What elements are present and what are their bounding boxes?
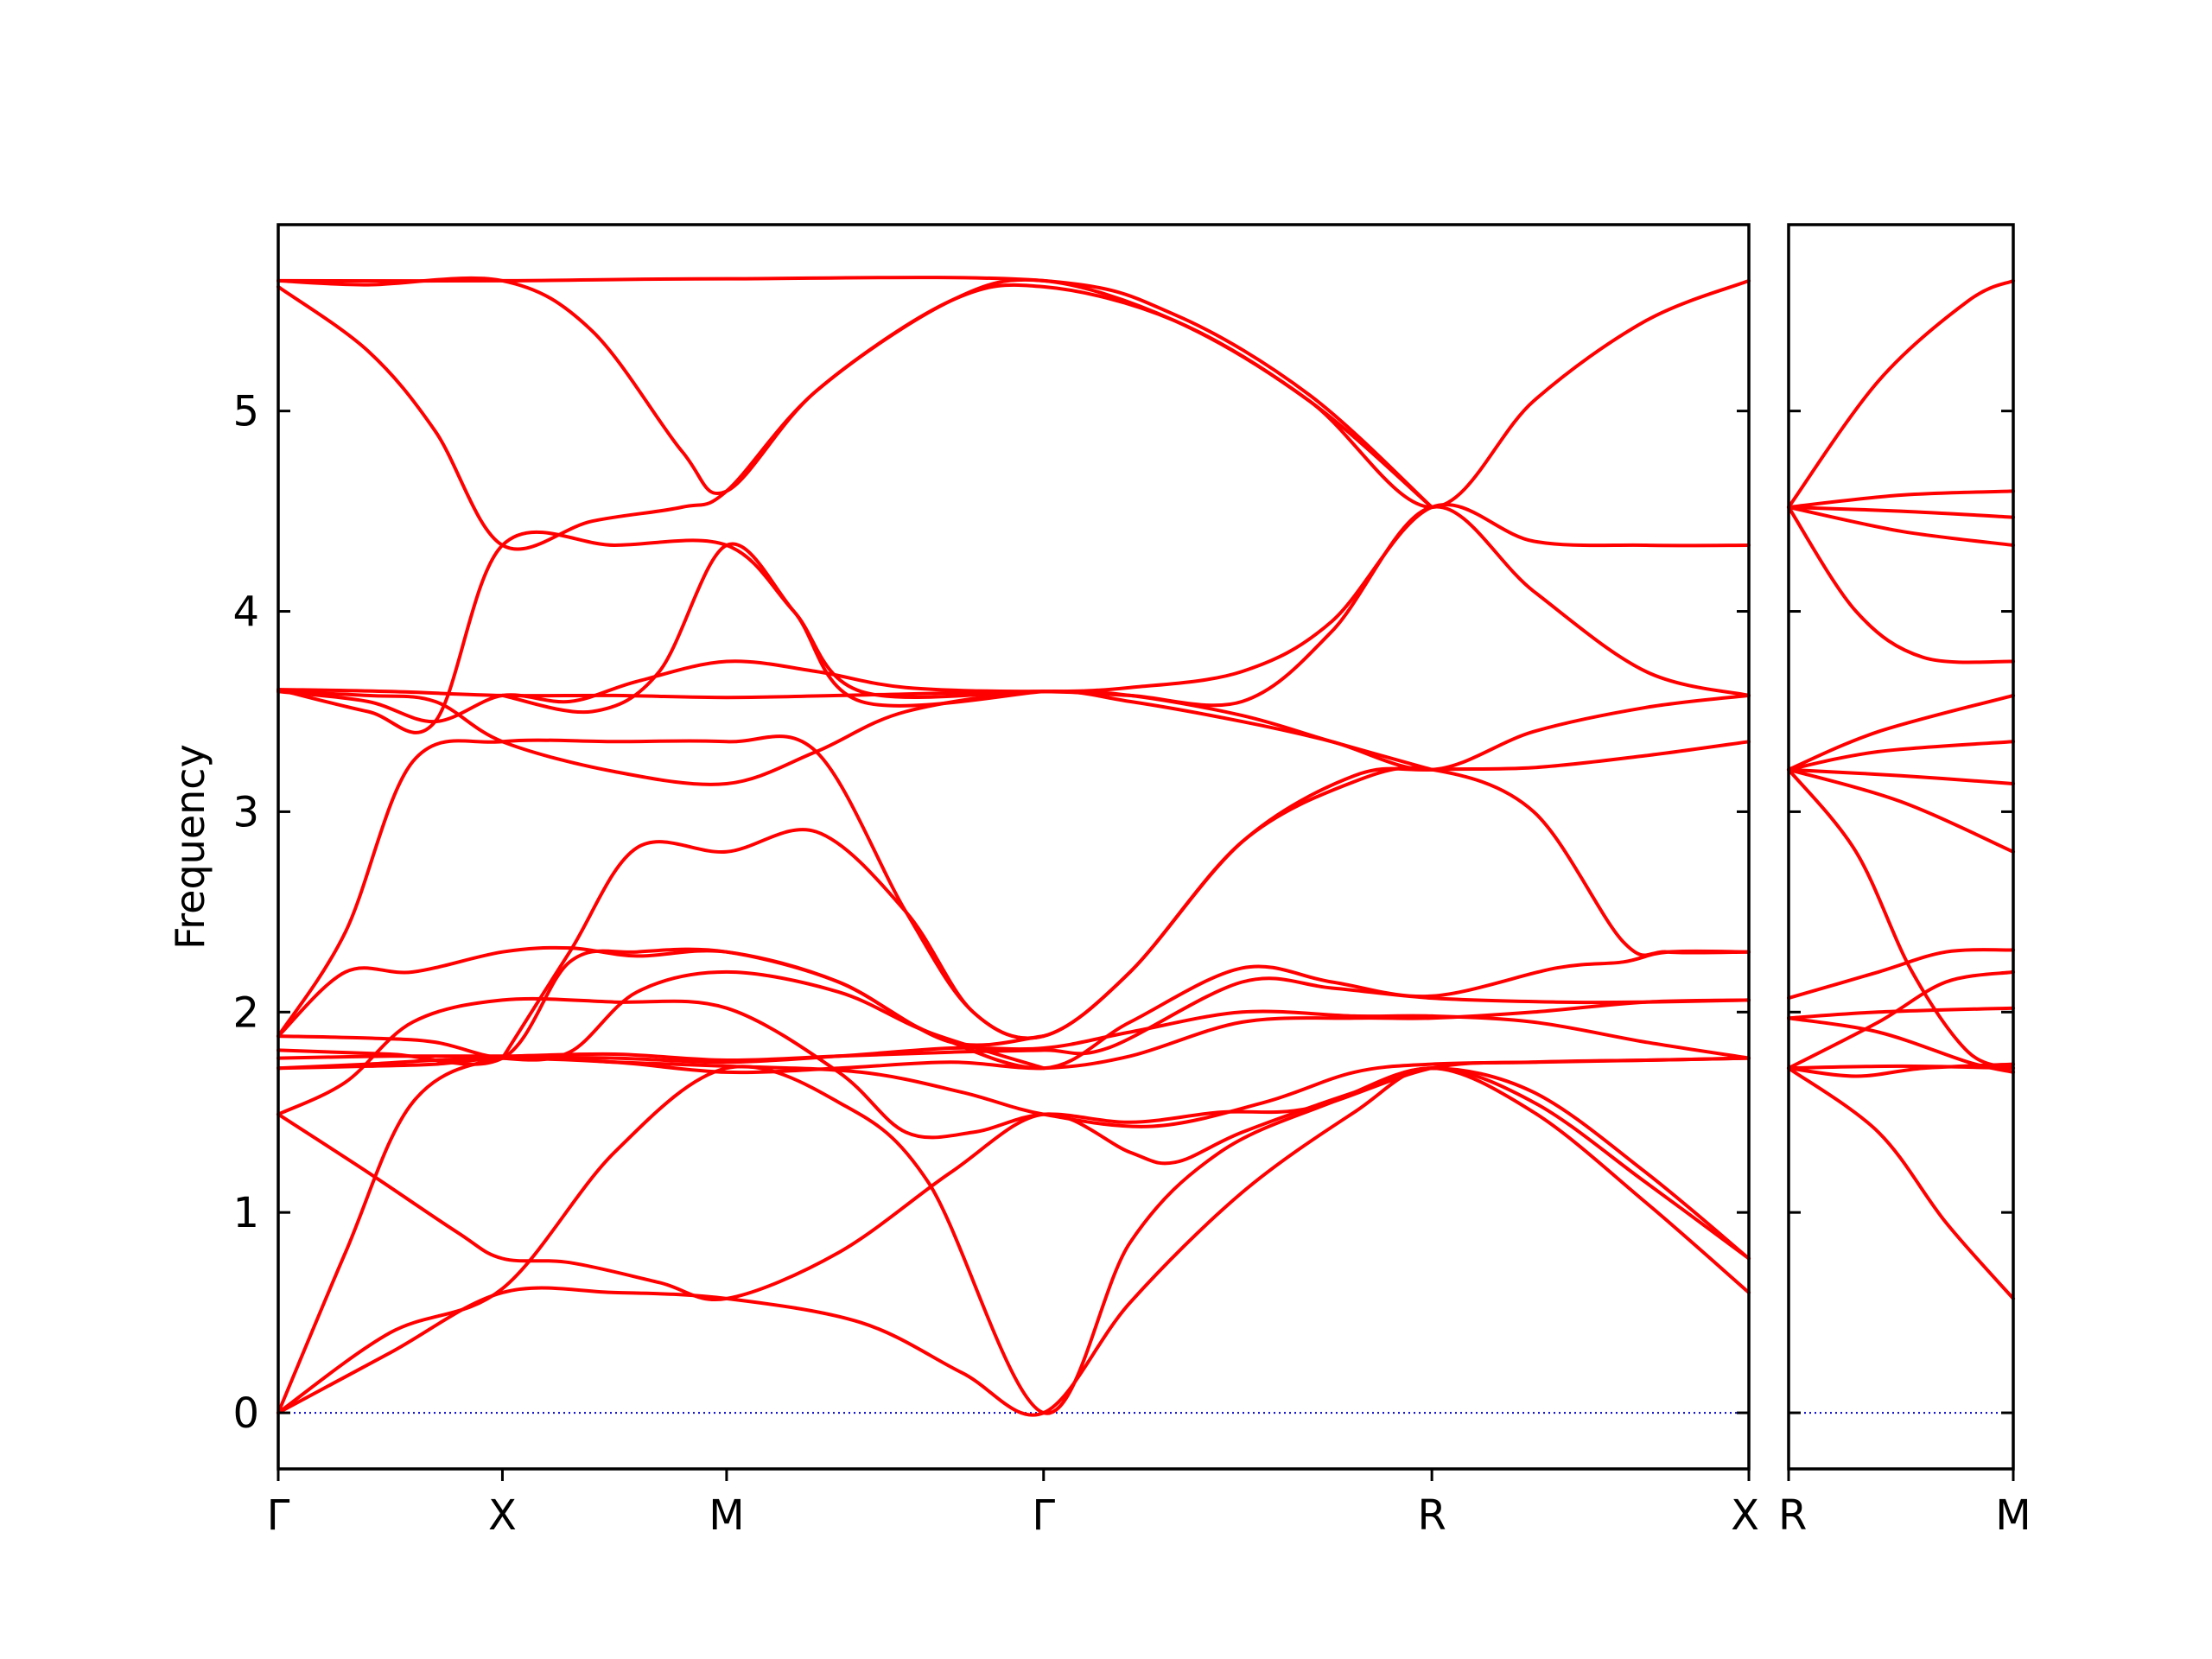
y-axis-label: Frequency	[167, 744, 213, 950]
band-line-8	[276, 976, 1751, 1063]
band-line-4	[1787, 1006, 2015, 1020]
band-line-9	[1787, 767, 2015, 854]
band-line-12	[276, 734, 1751, 1040]
band-line-16	[1787, 489, 2015, 509]
x-tick-label: M	[709, 1491, 744, 1540]
band-line-5	[1787, 1016, 2015, 1074]
x-tick-label: M	[1995, 1491, 2031, 1540]
x-tick-label: X	[488, 1491, 517, 1540]
y-tick-label: 1	[232, 1189, 259, 1237]
band-line-15	[1787, 505, 2015, 519]
band-line-10	[276, 969, 1046, 1071]
band-line-7	[276, 1009, 1751, 1071]
band-line-21	[276, 276, 1434, 509]
band-line-11	[1787, 740, 2015, 772]
main-panel: 0 1 2 3 4 5 Γ X M Γ R X	[232, 223, 1759, 1540]
x-tick-label: R	[1778, 1491, 1807, 1540]
band-line-9	[276, 947, 1751, 1071]
x-tick-label: Γ	[267, 1491, 290, 1540]
band-line-13	[500, 740, 1751, 1060]
band-line-19	[276, 278, 1751, 551]
x-tick-label: X	[1731, 1491, 1759, 1540]
band-line-12	[1787, 693, 2015, 772]
y-tick-label: 0	[232, 1389, 259, 1438]
band-line-15	[276, 690, 1751, 786]
plot-frame	[276, 223, 1751, 1471]
band-line-14	[1787, 505, 2015, 547]
band-line-11	[276, 945, 1046, 1047]
plot-frame	[1787, 223, 2015, 1471]
band-line-4	[276, 1066, 1751, 1301]
band-line-7	[1787, 969, 2015, 1071]
band-line-20	[276, 276, 1434, 509]
band-line-5	[276, 996, 1751, 1140]
x-tick-label: R	[1417, 1491, 1446, 1540]
band-line-18	[500, 542, 1046, 715]
band-line-1	[276, 1066, 1751, 1417]
band-line-13	[1787, 505, 2015, 664]
y-tick-label: 5	[232, 388, 259, 436]
x-tick-label: Γ	[1032, 1491, 1055, 1540]
band-line-8	[1787, 767, 2015, 1071]
band-line-14	[276, 502, 1751, 724]
y-tick-label: 4	[232, 588, 259, 637]
band-line-17	[1787, 278, 2015, 509]
band-line-1	[1787, 1066, 2015, 1300]
band-line-17	[276, 505, 1751, 734]
band-line-16	[276, 688, 1434, 772]
y-tick-label: 2	[232, 988, 259, 1037]
band-line-2	[276, 1065, 1751, 1415]
band-line-10	[1787, 767, 2015, 785]
y-tick-label: 3	[232, 788, 259, 836]
